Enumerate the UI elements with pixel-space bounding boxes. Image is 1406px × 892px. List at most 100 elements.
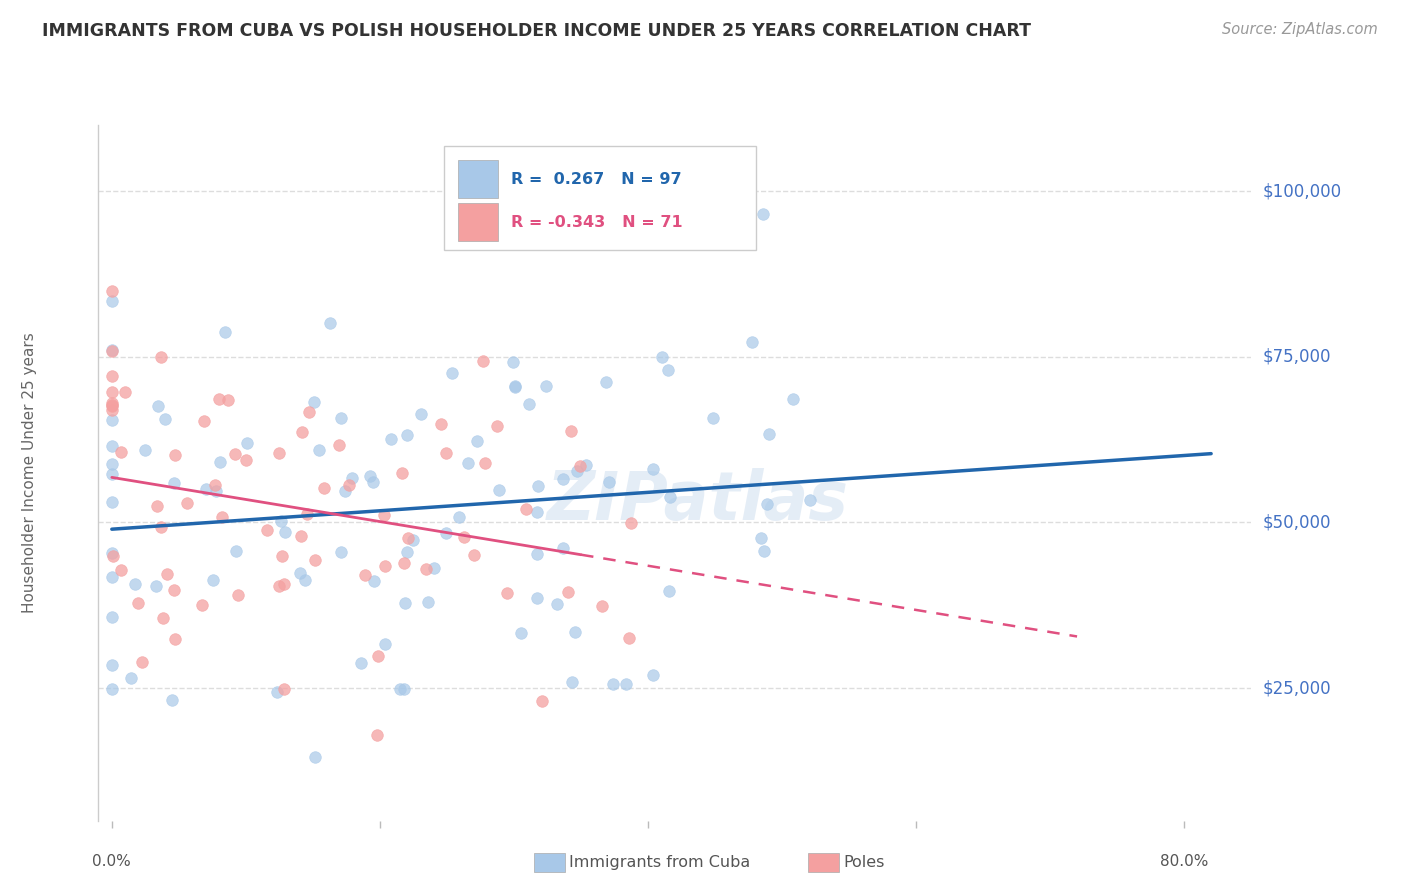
Point <box>752 207 775 221</box>
Point <box>337 478 360 492</box>
Point <box>294 573 316 587</box>
Point <box>526 547 548 561</box>
Point <box>392 557 415 571</box>
Point <box>150 351 173 365</box>
Point <box>415 562 437 576</box>
Point <box>741 335 763 350</box>
Point <box>503 380 526 394</box>
Point <box>101 413 124 427</box>
Point <box>101 284 124 298</box>
Point <box>402 533 425 547</box>
Point <box>145 499 167 513</box>
Point <box>256 524 278 538</box>
Point <box>208 455 231 469</box>
Point <box>641 462 664 476</box>
Point <box>224 447 246 461</box>
Point <box>560 675 582 690</box>
Point <box>110 562 132 576</box>
Point <box>217 392 239 407</box>
Point <box>131 655 153 669</box>
Point <box>290 529 312 543</box>
Point <box>176 495 198 509</box>
Point <box>101 385 124 400</box>
Point <box>509 625 531 640</box>
Point <box>526 591 548 605</box>
Point <box>101 343 124 358</box>
Point <box>204 483 226 498</box>
Text: Householder Income Under 25 years: Householder Income Under 25 years <box>21 333 37 613</box>
Point <box>749 531 772 545</box>
Point <box>153 411 176 425</box>
Point <box>396 531 419 545</box>
Text: Immigrants from Cuba: Immigrants from Cuba <box>569 855 751 870</box>
FancyBboxPatch shape <box>444 145 755 250</box>
Point <box>374 637 396 651</box>
Point <box>340 471 363 485</box>
Point <box>120 671 142 685</box>
Point <box>430 417 453 432</box>
Point <box>236 436 259 450</box>
Point <box>302 395 325 409</box>
Text: IMMIGRANTS FROM CUBA VS POLISH HOUSEHOLDER INCOME UNDER 25 YEARS CORRELATION CHA: IMMIGRANTS FROM CUBA VS POLISH HOUSEHOLD… <box>42 22 1031 40</box>
Point <box>150 519 173 533</box>
Point <box>551 473 574 487</box>
Point <box>270 549 292 563</box>
Point <box>295 507 318 521</box>
Point <box>101 467 124 481</box>
Point <box>328 438 350 452</box>
Bar <box>458 202 499 241</box>
Point <box>163 476 186 491</box>
Text: $100,000: $100,000 <box>1263 182 1341 200</box>
Point <box>367 648 389 663</box>
Point <box>312 481 335 495</box>
Point <box>502 355 524 369</box>
Point <box>288 566 311 580</box>
Point <box>620 516 643 530</box>
Point <box>434 526 457 541</box>
Point <box>273 681 295 696</box>
Point <box>235 453 257 467</box>
Point <box>557 584 579 599</box>
Point <box>658 583 681 598</box>
Point <box>595 375 617 389</box>
Point <box>214 325 236 339</box>
Text: Poles: Poles <box>844 855 884 870</box>
Point <box>145 579 167 593</box>
Point <box>526 505 548 519</box>
Point <box>101 610 124 624</box>
Bar <box>458 160 499 198</box>
Point <box>127 596 149 610</box>
Point <box>101 399 124 413</box>
Point <box>114 385 136 400</box>
Point <box>391 467 413 481</box>
Point <box>651 350 673 364</box>
Point <box>380 432 402 446</box>
Point <box>202 573 225 587</box>
Point <box>546 597 568 611</box>
Point <box>488 483 510 498</box>
Point <box>152 611 174 625</box>
Point <box>308 442 330 457</box>
Point <box>366 728 388 742</box>
Text: $50,000: $50,000 <box>1263 514 1331 532</box>
Point <box>363 574 385 588</box>
Text: Source: ZipAtlas.com: Source: ZipAtlas.com <box>1222 22 1378 37</box>
Point <box>101 396 124 410</box>
Point <box>208 392 231 406</box>
Point <box>163 582 186 597</box>
Point <box>409 407 432 421</box>
Point <box>551 541 574 555</box>
Point <box>101 549 124 564</box>
Point <box>101 344 124 359</box>
Point <box>503 379 526 393</box>
Point <box>298 405 321 419</box>
Point <box>657 363 679 377</box>
Point <box>527 479 550 493</box>
Point <box>702 411 724 425</box>
Point <box>319 316 342 330</box>
Point <box>564 624 586 639</box>
Point <box>273 577 295 591</box>
Point <box>614 677 637 691</box>
Point <box>148 399 170 413</box>
Point <box>165 632 187 646</box>
